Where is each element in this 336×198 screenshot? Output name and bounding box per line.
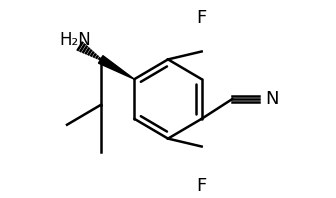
Text: N: N (265, 90, 279, 108)
Text: H₂N: H₂N (59, 31, 91, 49)
Text: F: F (197, 9, 207, 27)
Text: F: F (197, 177, 207, 195)
Polygon shape (98, 56, 134, 79)
